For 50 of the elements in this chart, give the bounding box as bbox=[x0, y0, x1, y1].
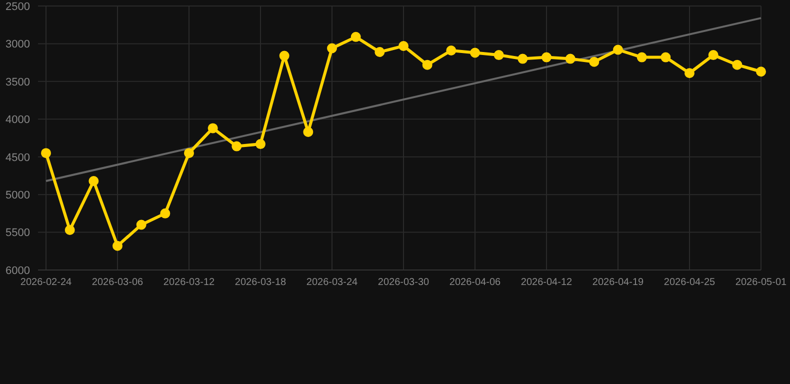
point bbox=[136, 220, 146, 230]
point bbox=[542, 52, 552, 62]
x-tick-label: 2026-03-30 bbox=[378, 277, 430, 288]
point bbox=[518, 54, 528, 64]
point bbox=[636, 52, 647, 62]
point bbox=[732, 60, 742, 70]
point bbox=[350, 32, 361, 42]
point bbox=[589, 56, 600, 67]
point bbox=[256, 139, 266, 150]
point bbox=[446, 46, 456, 56]
point bbox=[41, 148, 51, 158]
point bbox=[208, 123, 218, 134]
point bbox=[470, 48, 480, 58]
point bbox=[613, 44, 623, 55]
x-tick-label: 2026-05-01 bbox=[735, 277, 788, 288]
point bbox=[327, 43, 337, 54]
x-tick-label: 2026-04-25 bbox=[664, 277, 716, 288]
y-tick-label: 6000 bbox=[6, 264, 30, 277]
x-tick-label: 2026-03-18 bbox=[234, 277, 287, 288]
x-tick-label: 2026-03-12 bbox=[163, 277, 216, 288]
point bbox=[684, 68, 694, 78]
x-tick-label: 2026-02-24 bbox=[20, 277, 72, 288]
point bbox=[88, 176, 99, 186]
y-tick-label: 3500 bbox=[6, 76, 30, 88]
point bbox=[279, 50, 290, 61]
point bbox=[494, 50, 504, 60]
point bbox=[184, 148, 194, 158]
y-tick-label: 5000 bbox=[6, 189, 30, 202]
point bbox=[398, 40, 408, 51]
y-tick-label: 3000 bbox=[6, 38, 30, 51]
point bbox=[708, 50, 718, 60]
x-tick-label: 2026-04-12 bbox=[520, 277, 573, 288]
point bbox=[160, 208, 170, 218]
point bbox=[64, 225, 75, 236]
point bbox=[303, 126, 314, 137]
y-tick-label: 4500 bbox=[6, 152, 30, 164]
point bbox=[660, 52, 671, 62]
y-tick-label: 2500 bbox=[6, 0, 30, 13]
point bbox=[232, 141, 242, 152]
point bbox=[422, 60, 432, 70]
y-tick-label: 4000 bbox=[6, 114, 30, 126]
x-tick-label: 2026-03-06 bbox=[92, 277, 144, 288]
y-tick-label: 5500 bbox=[6, 227, 30, 240]
point bbox=[756, 66, 766, 77]
x-tick-label: 2026-03-24 bbox=[306, 277, 358, 288]
point bbox=[374, 47, 385, 58]
point bbox=[565, 54, 576, 64]
x-tick-label: 2026-04-06 bbox=[449, 277, 502, 288]
point bbox=[112, 240, 122, 251]
x-tick-label: 2026-04-19 bbox=[592, 277, 644, 288]
